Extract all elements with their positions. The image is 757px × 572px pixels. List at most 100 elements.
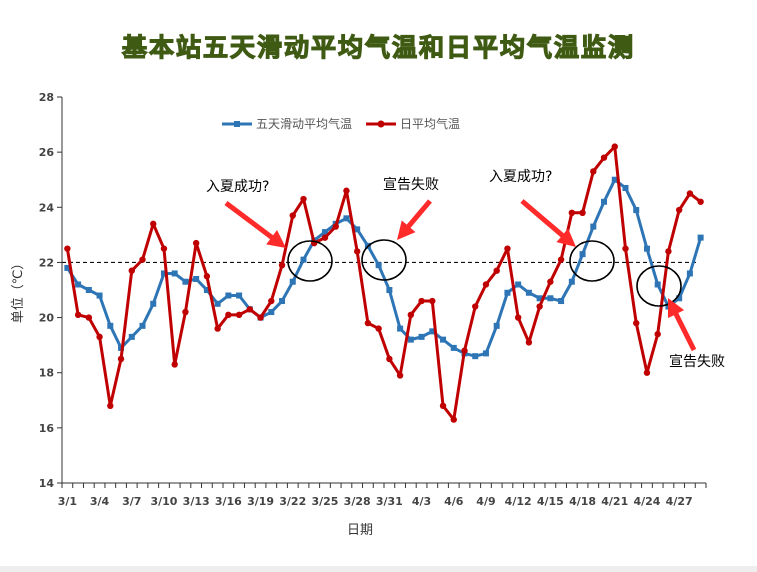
data-point: [654, 281, 661, 288]
data-point: [525, 289, 532, 296]
data-point: [547, 278, 554, 285]
data-point: [235, 311, 243, 319]
data-point: [633, 207, 640, 214]
data-point: [300, 195, 307, 203]
data-point: [493, 322, 500, 329]
x-tick-label: 3/4: [90, 495, 110, 508]
data-point: [139, 256, 146, 263]
data-point: [611, 176, 618, 183]
data-point: [601, 198, 608, 205]
data-point: [536, 295, 543, 302]
x-tick-label: 4/3: [412, 495, 431, 508]
annotation-arrow: [397, 199, 432, 240]
annotation-arrow: [224, 201, 286, 248]
data-point: [654, 330, 661, 338]
legend-marker: [234, 121, 240, 127]
data-point: [579, 209, 586, 216]
y-tick-label: 18: [39, 367, 54, 380]
data-point: [504, 289, 511, 296]
data-point: [375, 325, 382, 332]
x-tick-label: 4/12: [505, 495, 532, 508]
annotation-arrow: [520, 199, 576, 247]
x-tick-label: 3/19: [247, 495, 274, 508]
data-point: [75, 281, 82, 288]
annotation-text: 入夏成功?: [489, 169, 552, 185]
legend: 五天滑动平均气温 日平均气温: [222, 116, 460, 131]
y-tick-label: 26: [39, 146, 55, 159]
data-point: [182, 278, 189, 285]
y-tick-label: 22: [39, 256, 54, 269]
y-tick-label: 16: [39, 422, 55, 435]
legend-label: 日平均气温: [400, 116, 460, 131]
data-point: [407, 311, 415, 319]
data-point: [364, 319, 372, 327]
data-point: [236, 292, 243, 299]
data-point: [139, 322, 146, 329]
data-point: [182, 308, 189, 316]
y-tick-label: 28: [39, 91, 54, 104]
data-point: [171, 270, 178, 277]
y-tick-label: 20: [39, 312, 55, 325]
data-point: [332, 223, 339, 230]
data-point: [482, 281, 490, 288]
data-point: [107, 322, 114, 329]
data-point: [665, 248, 672, 255]
data-point: [450, 344, 457, 351]
data-point: [461, 347, 468, 354]
data-point: [643, 245, 650, 252]
x-axis-label: 日期: [347, 523, 373, 538]
x-tick-label: 4/9: [476, 495, 495, 508]
data-point: [439, 402, 447, 409]
x-tick-label: 4/27: [666, 495, 693, 508]
data-point: [96, 292, 103, 299]
data-point: [128, 267, 135, 274]
data-point: [268, 297, 275, 305]
data-point: [225, 292, 232, 299]
data-point: [418, 297, 425, 305]
data-point: [633, 319, 640, 327]
data-point: [686, 190, 694, 197]
data-point: [397, 325, 404, 332]
annotation-arrow: [668, 298, 697, 352]
x-tick-label: 3/10: [150, 495, 177, 508]
data-point: [193, 275, 200, 282]
legend-label: 五天滑动平均气温: [256, 116, 352, 131]
data-point: [171, 361, 178, 368]
data-point: [386, 355, 393, 363]
data-point: [343, 215, 350, 222]
data-point: [214, 300, 221, 307]
data-point: [482, 350, 489, 357]
annotation-text: 入夏成功?: [206, 179, 269, 195]
data-point: [493, 267, 500, 274]
data-point: [407, 336, 414, 343]
x-tick-label: 3/22: [279, 495, 306, 508]
bottom-bar: [0, 566, 757, 572]
data-point: [203, 273, 211, 280]
highlight-circle: [569, 240, 615, 282]
annotation-text: 宣告失败: [669, 354, 725, 370]
data-point: [429, 297, 436, 305]
data-point: [675, 206, 683, 214]
data-point: [289, 278, 296, 285]
x-tick-label: 3/28: [344, 495, 371, 508]
data-point: [686, 270, 693, 277]
data-point: [257, 314, 264, 321]
data-point: [622, 184, 629, 191]
data-point: [289, 212, 296, 219]
data-point: [504, 245, 511, 252]
data-point: [343, 187, 350, 194]
data-point: [192, 239, 200, 247]
data-point: [622, 245, 629, 252]
data-point: [697, 198, 704, 205]
data-point: [514, 314, 522, 321]
data-point: [472, 353, 479, 360]
data-point: [590, 168, 597, 175]
data-point: [697, 234, 704, 241]
data-point: [547, 295, 554, 302]
data-point: [64, 245, 71, 252]
x-tick-label: 4/18: [569, 495, 596, 508]
data-point: [590, 223, 597, 230]
highlight-circle: [636, 265, 682, 307]
data-point: [268, 309, 275, 316]
